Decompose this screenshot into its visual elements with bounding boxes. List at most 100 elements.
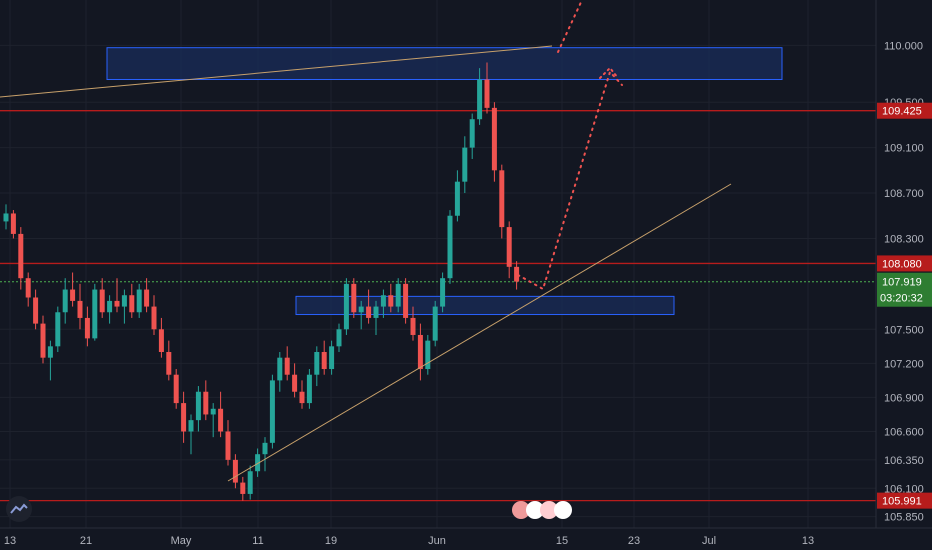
candle-body <box>321 352 327 370</box>
y-tick-label: 106.350 <box>884 455 924 467</box>
candle-body <box>136 289 142 313</box>
candle-body <box>218 408 224 432</box>
candle-body <box>403 283 409 318</box>
candles <box>3 62 520 501</box>
candle-body <box>329 346 335 370</box>
event-badges[interactable] <box>512 501 574 521</box>
candle-body <box>121 295 127 307</box>
level-price-label: 109.425 <box>882 106 922 118</box>
candle-body <box>10 213 16 234</box>
candle-body <box>77 300 83 318</box>
price-tags: 109.425 108.080 105.991 107.919 03:20:32 <box>877 102 932 509</box>
y-tick-label: 106.100 <box>884 483 924 495</box>
level-price-tag <box>877 102 932 119</box>
horizontal-levels <box>0 110 876 502</box>
lower-trendline[interactable] <box>227 183 732 482</box>
candle-body <box>70 289 76 301</box>
projection-path <box>517 0 623 291</box>
candle-body <box>454 181 460 216</box>
candle-body <box>232 459 238 483</box>
candle-body <box>158 329 164 352</box>
tradingview-logo-icon[interactable] <box>6 496 32 522</box>
candle-body <box>336 329 342 347</box>
candle-body <box>188 420 194 432</box>
candle-body <box>129 295 135 313</box>
candle-body <box>195 391 201 421</box>
candle-body <box>425 340 431 370</box>
candle-body <box>299 391 305 404</box>
y-tick-label: 108.300 <box>884 233 924 245</box>
x-tick-label: 11 <box>252 535 263 547</box>
candle-body <box>314 352 320 375</box>
candle-body <box>55 312 61 347</box>
flag-us-icon[interactable] <box>512 501 530 519</box>
x-tick-label: Jul <box>702 535 716 547</box>
resistance-zone[interactable] <box>106 47 783 80</box>
candle-body <box>395 283 401 307</box>
trendlines <box>0 45 732 482</box>
candle-body <box>358 306 364 313</box>
candle-body <box>99 289 105 313</box>
candle-body <box>203 391 209 415</box>
y-tick-label: 106.600 <box>884 426 924 438</box>
x-tick-label: 13 <box>4 535 16 547</box>
projection-arrowhead <box>599 66 619 79</box>
x-axis[interactable]: 13 21 May 11 19 Jun 15 23 Jul 13 <box>4 535 814 547</box>
candle-body <box>269 380 275 443</box>
y-tick-label: 106.900 <box>884 392 924 404</box>
candle-body <box>173 374 179 404</box>
x-tick-label: Jun <box>428 535 446 547</box>
candle-body <box>62 289 68 313</box>
level-price-label: 105.991 <box>882 496 922 508</box>
candle-body <box>499 170 505 228</box>
candle-body <box>440 278 446 307</box>
candle-body <box>447 215 453 279</box>
candle-body <box>181 403 187 432</box>
candle-body <box>343 283 349 330</box>
y-tick-label: 107.200 <box>884 358 924 370</box>
candle-body <box>366 306 372 318</box>
candle-body <box>292 374 298 392</box>
candle-body <box>373 306 379 318</box>
candle-body <box>92 289 98 339</box>
candle-body <box>33 297 39 324</box>
candle-body <box>144 289 150 307</box>
candle-body <box>25 278 31 298</box>
y-tick-label: 108.700 <box>884 188 924 200</box>
candle-body <box>225 431 231 460</box>
projection-path-lower <box>517 70 623 291</box>
candle-body <box>514 266 520 282</box>
x-tick-label: 15 <box>556 535 568 547</box>
candle-body <box>240 482 246 494</box>
flag-us-icon[interactable] <box>540 501 558 519</box>
candle-body <box>166 352 172 375</box>
candle-body <box>18 233 24 279</box>
level-price-tag <box>877 492 932 509</box>
candle-body <box>151 306 157 330</box>
countdown-label: 03:20:32 <box>880 293 923 305</box>
flag-jp-icon[interactable] <box>554 501 572 519</box>
candle-body <box>432 306 438 341</box>
candle-body <box>255 454 261 472</box>
candle-body <box>84 317 90 339</box>
candle-body <box>247 471 253 494</box>
candle-body <box>417 334 423 370</box>
flag-jp-icon[interactable] <box>526 501 544 519</box>
upper-trendline[interactable] <box>0 45 553 98</box>
candle-body <box>410 317 416 335</box>
candle-body <box>114 300 120 307</box>
candle-body <box>47 346 53 358</box>
x-tick-label: 23 <box>628 535 640 547</box>
candle-body <box>469 119 475 148</box>
candle-body <box>388 295 394 307</box>
candle-body <box>306 374 312 404</box>
candle-body <box>284 357 290 375</box>
x-tick-label: 19 <box>325 535 337 547</box>
candle-body <box>351 283 357 313</box>
candle-body <box>210 408 216 415</box>
y-axis[interactable]: 105.850 106.100 106.350 106.600 106.900 107.2… <box>884 40 924 523</box>
candle-body <box>380 295 386 307</box>
level-price-tag <box>877 255 932 272</box>
projection-path-upper <box>557 0 583 53</box>
